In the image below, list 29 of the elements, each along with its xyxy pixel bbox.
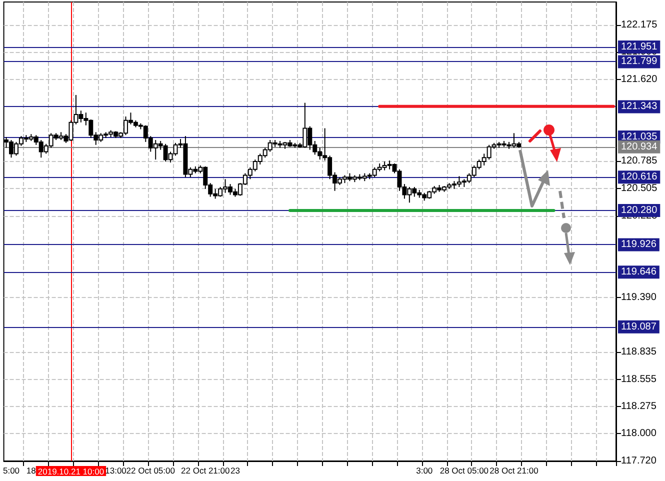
ref-line-label: 121.343 xyxy=(621,101,658,112)
ref-line-label: 119.646 xyxy=(621,266,657,278)
y-tick-label: 120.505 xyxy=(621,182,658,194)
x-tick-label: 28 Oct 21:00 xyxy=(490,466,539,476)
y-tick-label: 118.275 xyxy=(621,401,657,412)
ref-line-label: 121.035 xyxy=(621,132,658,143)
ref-line-label: 120.280 xyxy=(621,204,658,216)
x-tick-label: 22 Oct 05:00 xyxy=(126,466,176,476)
x-tick-label: 3:00 xyxy=(416,466,433,476)
y-tick-label: 118.555 xyxy=(621,374,657,385)
y-tick-label: 121.620 xyxy=(621,74,658,85)
y-tick-label: 120.785 xyxy=(621,156,658,167)
y-tick-label: 117.720 xyxy=(621,456,657,466)
x-tick-label: 5:00 xyxy=(2,466,20,476)
y-tick-label: 118.000 xyxy=(621,428,657,440)
ref-line-label: 121.951 xyxy=(621,42,658,53)
ref-line-label: 119.087 xyxy=(621,321,657,332)
x-tick-label: 22 Oct 21:00 xyxy=(181,466,230,476)
y-tick-label: 122.175 xyxy=(621,20,658,30)
ref-line-label: 119.926 xyxy=(621,239,657,250)
y-tick-label: 118.835 xyxy=(621,346,657,358)
ref-line-label: 120.616 xyxy=(621,172,658,183)
ref-line-label: 120.934 xyxy=(621,141,658,152)
y-tick-label: 119.390 xyxy=(621,292,657,304)
x-tick-label: 18 xyxy=(26,466,36,476)
x-tick-label: 28 Oct 05:00 xyxy=(440,466,489,476)
ref-line-label: 121.799 xyxy=(621,56,658,68)
x-tick-label: 2019.10.21 10:00 xyxy=(38,466,104,476)
x-tick-label: 23 xyxy=(230,466,240,476)
